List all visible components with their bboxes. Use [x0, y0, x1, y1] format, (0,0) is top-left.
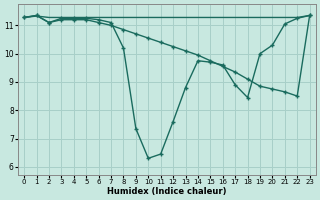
- X-axis label: Humidex (Indice chaleur): Humidex (Indice chaleur): [107, 187, 227, 196]
